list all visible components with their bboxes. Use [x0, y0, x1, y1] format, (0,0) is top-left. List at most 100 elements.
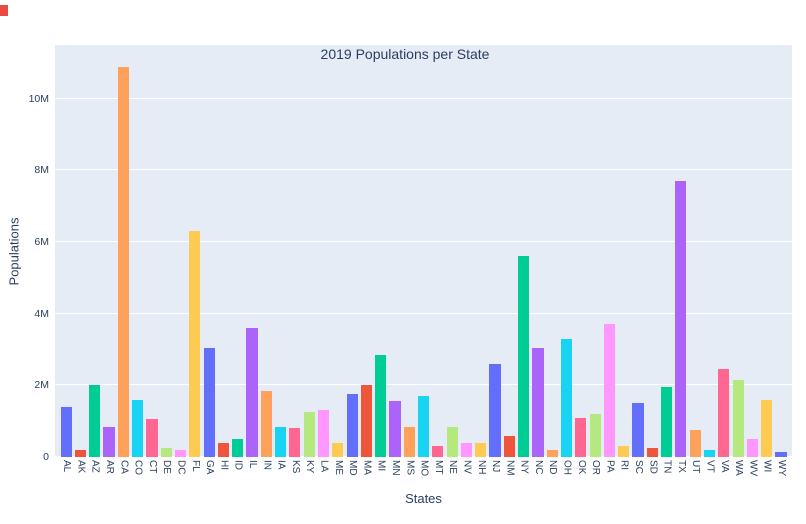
bar-slot [359, 45, 373, 457]
x-tick-slot: OK [574, 460, 588, 486]
bar-DC[interactable] [174, 449, 187, 457]
bar-slot [116, 45, 130, 457]
x-tick-slot: ND [545, 460, 559, 486]
bar-WV[interactable] [746, 439, 758, 457]
bar-PA[interactable] [603, 324, 615, 457]
x-tick-label: MI [375, 460, 387, 472]
bar-IN[interactable] [260, 390, 272, 457]
bar-slot [474, 45, 488, 457]
bar-SD[interactable] [646, 448, 658, 457]
bar-ND[interactable] [546, 449, 558, 457]
bar-MI[interactable] [375, 354, 387, 457]
x-tick-slot: MO [416, 460, 430, 486]
x-tick-label: MD [347, 460, 359, 476]
bar-NV[interactable] [460, 442, 473, 457]
bar-NJ[interactable] [489, 363, 501, 457]
x-tick-slot: WI [760, 460, 774, 486]
x-tick-slot: OH [559, 460, 573, 486]
bar-TX[interactable] [675, 181, 687, 457]
x-tick-label: MN [389, 460, 401, 476]
bar-slot [159, 45, 173, 457]
x-tick-label: ND [547, 460, 559, 475]
bar-VT[interactable] [703, 449, 716, 457]
bar-CT[interactable] [146, 419, 158, 457]
x-tick-label: SD [647, 460, 659, 474]
bar-LA[interactable] [317, 410, 330, 457]
bar-MD[interactable] [346, 394, 358, 457]
bar-NH[interactable] [475, 442, 487, 457]
x-tick-label: MS [404, 460, 416, 475]
bar-MT[interactable] [432, 446, 444, 457]
x-tick-slot: TN [659, 460, 673, 486]
bar-CO[interactable] [132, 399, 144, 457]
x-tick-label: IA [275, 460, 287, 470]
x-tick-slot: MI [374, 460, 388, 486]
bar-IL[interactable] [246, 328, 258, 457]
bar-UT[interactable] [689, 430, 701, 457]
bar-WI[interactable] [761, 399, 773, 457]
bar-NC[interactable] [532, 347, 544, 457]
x-tick-slot: MD [345, 460, 359, 486]
bar-slot [488, 45, 502, 457]
bar-IA[interactable] [275, 426, 287, 457]
bar-slot [659, 45, 673, 457]
bar-FL[interactable] [189, 231, 201, 457]
bar-DE[interactable] [160, 448, 172, 457]
bar-slot [102, 45, 116, 457]
bar-slot [388, 45, 402, 457]
bar-NE[interactable] [446, 426, 458, 457]
bar-CA[interactable] [117, 66, 129, 457]
x-tick-slot: DE [159, 460, 173, 486]
x-tick-slot: KY [302, 460, 316, 486]
bar-AK[interactable] [74, 449, 87, 457]
x-tick-slot: TX [674, 460, 688, 486]
x-tick-label: IN [261, 460, 273, 470]
bar-slot [445, 45, 459, 457]
x-tick-label: SC [633, 460, 645, 474]
x-tick-label: KY [304, 460, 316, 474]
bar-slot [631, 45, 645, 457]
bar-TN[interactable] [661, 387, 673, 457]
bar-AL[interactable] [60, 406, 72, 457]
bar-MA[interactable] [360, 385, 372, 457]
y-axis-tick-labels: 0 2M 4M 6M 8M 10M [0, 0, 49, 524]
bar-HI[interactable] [217, 442, 229, 457]
bar-OK[interactable] [575, 417, 587, 457]
x-tick-label: NM [504, 460, 516, 476]
x-tick-slot: NH [474, 460, 488, 486]
bar-NY[interactable] [518, 256, 530, 457]
bar-MS[interactable] [403, 426, 415, 457]
bar-KY[interactable] [303, 412, 315, 457]
bar-WA[interactable] [732, 379, 744, 457]
bar-ID[interactable] [232, 439, 244, 457]
bar-KS[interactable] [289, 428, 301, 457]
bar-slot [602, 45, 616, 457]
bar-RI[interactable] [618, 446, 630, 457]
bar-MO[interactable] [418, 396, 430, 457]
bar-slot [774, 45, 788, 457]
bar-NM[interactable] [503, 435, 515, 457]
bar-slot [188, 45, 202, 457]
x-tick-slot: ID [231, 460, 245, 486]
x-tick-label: AZ [89, 460, 101, 473]
x-tick-slot: HI [216, 460, 230, 486]
x-tick-slot: CA [116, 460, 130, 486]
bar-VA[interactable] [718, 369, 730, 457]
bar-slot [502, 45, 516, 457]
x-tick-label: VA [718, 460, 730, 473]
bar-OR[interactable] [589, 414, 601, 457]
bar-SC[interactable] [632, 403, 644, 457]
y-gridline [55, 241, 792, 243]
bar-AR[interactable] [103, 426, 115, 457]
bar-slot [216, 45, 230, 457]
bar-slot [717, 45, 731, 457]
bar-MN[interactable] [389, 401, 401, 457]
bar-GA[interactable] [203, 347, 215, 457]
bar-WY[interactable] [775, 451, 787, 457]
bar-OH[interactable] [560, 338, 573, 457]
x-tick-label: FL [189, 460, 201, 472]
x-tick-label: NY [518, 460, 530, 474]
bar-ME[interactable] [332, 442, 344, 457]
bar-AZ[interactable] [89, 385, 101, 457]
y-gridline [55, 312, 792, 314]
